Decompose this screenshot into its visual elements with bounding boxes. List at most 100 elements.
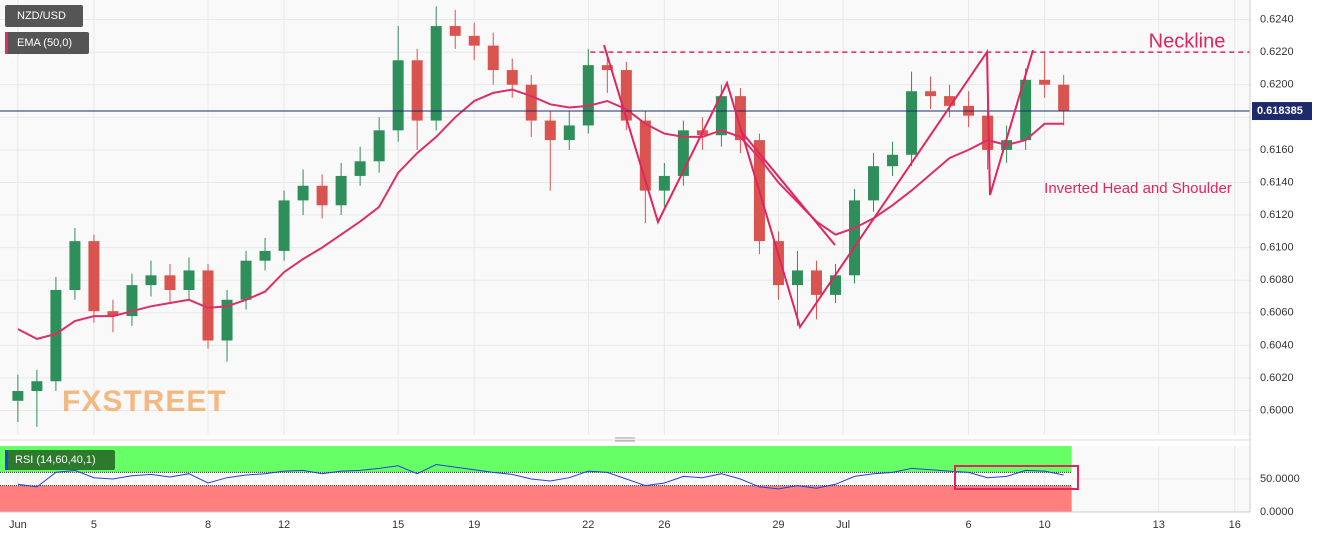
x-tick-label: 6 [966, 519, 972, 531]
candle-body [734, 96, 746, 141]
candle-body [658, 175, 670, 191]
x-tick-label: 22 [582, 519, 594, 531]
y-tick-label: 0.6100 [1260, 242, 1294, 254]
candle-body [316, 185, 328, 206]
rsi-label[interactable]: RSI (14,60,40,1) [15, 454, 96, 466]
candle-body [354, 161, 366, 176]
candle-body [240, 260, 252, 300]
current-price-label: 0.618385 [1257, 105, 1303, 117]
ema-badge[interactable] [5, 32, 89, 54]
candle-body [12, 391, 24, 401]
y-tick-label: 0.6040 [1260, 339, 1294, 351]
candle-body [202, 270, 214, 341]
x-tick-label: 10 [1039, 519, 1051, 531]
candle-body [259, 250, 271, 261]
x-tick-label: 8 [205, 519, 211, 531]
candle-body [373, 130, 385, 162]
rsi-tick-label: 50.0000 [1260, 473, 1300, 485]
candle-body [411, 60, 423, 121]
rsi-line [17, 463, 1064, 490]
ema-line [17, 88, 1064, 340]
candle-body [639, 120, 651, 191]
candle-body [145, 275, 157, 286]
candle-body [1039, 79, 1051, 85]
candle-body [487, 45, 499, 71]
x-tick-label: Jun [9, 519, 27, 531]
y-tick-label: 0.6060 [1260, 307, 1294, 319]
symbol-badge[interactable] [5, 5, 83, 27]
candle-body [715, 96, 727, 136]
x-tick-label: 15 [392, 519, 404, 531]
rsi-highlight [954, 465, 1079, 490]
watermark: FXSTREET [62, 385, 227, 418]
ema-swatch [5, 32, 8, 54]
pattern-drawing [603, 44, 1034, 330]
ema-label[interactable]: EMA (50,0) [17, 37, 72, 49]
candle-body [278, 200, 290, 251]
candle-body [944, 96, 956, 106]
candle-body [563, 125, 575, 141]
y-tick-label: 0.6080 [1260, 274, 1294, 286]
candle-body [468, 35, 480, 46]
y-tick-label: 0.6000 [1260, 404, 1294, 416]
x-tick-label: 29 [772, 519, 784, 531]
candle-body [1058, 84, 1070, 111]
pattern-drawing [739, 129, 836, 246]
y-tick-label: 0.6160 [1260, 144, 1294, 156]
candle-body [677, 130, 689, 176]
candle-body [906, 91, 918, 155]
candle-body [829, 275, 841, 295]
rsi-swatch [5, 450, 8, 470]
candle-body [31, 381, 43, 392]
candle-body [430, 26, 442, 121]
x-tick-label: 19 [468, 519, 480, 531]
y-tick-label: 0.6120 [1260, 209, 1294, 221]
x-tick-label: 16 [1229, 519, 1241, 531]
candle-body [335, 175, 347, 206]
x-tick-label: 12 [278, 519, 290, 531]
current-price-badge [1252, 102, 1312, 121]
candle-body [50, 290, 62, 382]
plot-background [0, 0, 1250, 435]
candle-body [1020, 79, 1032, 141]
rsi-tick-label: 0.0000 [1260, 506, 1294, 518]
candle-body [221, 299, 233, 341]
candle-body [620, 70, 632, 121]
y-tick-label: 0.6220 [1260, 46, 1294, 58]
candle-body [791, 270, 803, 286]
y-tick-label: 0.6200 [1260, 79, 1294, 91]
candle-body [868, 166, 880, 201]
candle-body [449, 26, 461, 36]
candle-body [164, 275, 176, 290]
candle-body [582, 65, 594, 126]
candle-body [982, 115, 994, 150]
candle-body [183, 270, 195, 290]
candle-body [107, 311, 119, 317]
candle-body [601, 65, 613, 71]
rsi-badge[interactable] [5, 450, 115, 470]
candle-body [525, 84, 537, 121]
pattern-label: Inverted Head and Shoulder [1044, 180, 1232, 197]
x-tick-label: 26 [658, 519, 670, 531]
y-tick-label: 0.6140 [1260, 176, 1294, 188]
rsi-upper-zone [0, 446, 1072, 473]
neckline-label: Neckline [1149, 30, 1226, 52]
x-tick-label: 13 [1153, 519, 1165, 531]
candle-body [925, 91, 937, 97]
candle-body [887, 154, 899, 167]
rsi-lower-zone [0, 485, 1072, 512]
candle-body [88, 241, 100, 312]
candle-body [506, 70, 518, 85]
y-tick-label: 0.6240 [1260, 13, 1294, 25]
candle-body [810, 270, 822, 295]
candle-body [544, 120, 556, 141]
candle-body [297, 185, 309, 201]
candle-body [392, 60, 404, 131]
symbol-label[interactable]: NZD/USD [17, 10, 66, 22]
candle-body [126, 285, 138, 317]
candle-body [69, 241, 81, 290]
candle-body [772, 241, 784, 286]
candle-body [849, 200, 861, 276]
y-tick-label: 0.6020 [1260, 372, 1294, 384]
